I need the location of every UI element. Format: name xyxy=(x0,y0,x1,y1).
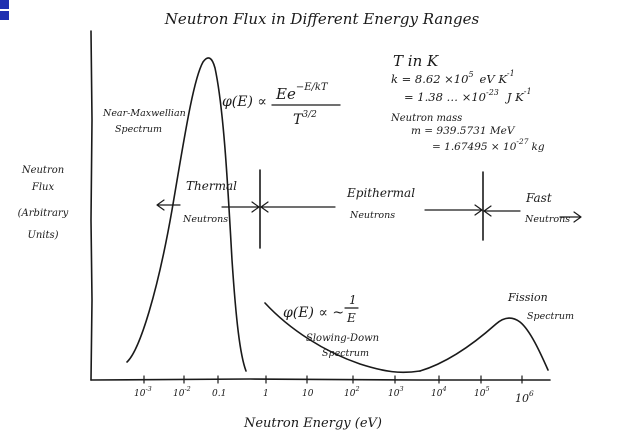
fission-spectrum-label: Spectrum xyxy=(527,311,574,322)
tick-label: 10 xyxy=(302,389,314,399)
formula-numerator: 1 xyxy=(349,293,357,307)
y-axis-label-line: Flux xyxy=(31,182,55,193)
formula-numerator: Ee−E/kT xyxy=(275,82,329,103)
maxwellian-curve xyxy=(126,57,247,372)
y-axis-label: Neutron Flux (Arbitrary Units) xyxy=(18,165,69,241)
formula-denominator: E xyxy=(346,311,356,325)
slowing-down-curve xyxy=(264,302,421,374)
neutron-mass-kg: = 1.67495 × 10-27 kg xyxy=(432,137,545,153)
fast-neutrons-label: Neutrons xyxy=(524,214,570,225)
x-axis-label: Neutron Energy (eV) xyxy=(243,416,382,431)
boltzmann-ev: k = 8.62 ×105 eV K-1 xyxy=(391,69,515,86)
slowing-down-label-line2: Spectrum xyxy=(322,348,369,359)
epithermal-label: Epithermal xyxy=(346,186,415,200)
x-axis xyxy=(90,378,551,381)
tick-label: 0.1 xyxy=(212,389,226,399)
tick-label: 10-2 xyxy=(173,385,191,399)
neutron-mass-label: Neutron mass xyxy=(390,113,462,124)
maxwellian-label: Near-Maxwellian xyxy=(102,108,186,119)
y-axis xyxy=(90,30,93,381)
tick-label: 105 xyxy=(474,385,490,399)
tick-label: 106 xyxy=(515,389,534,405)
y-axis-label-line: Units) xyxy=(27,230,58,241)
formula-denominator: T3/2 xyxy=(293,110,317,128)
formula-lhs: φ(E) ∝ ~ xyxy=(283,305,344,321)
slowing-down-formula: φ(E) ∝ ~ 1 E xyxy=(283,293,359,325)
boltzmann-joule: = 1.38 … ×10-23 J K-1 xyxy=(404,87,532,104)
tick-label: 10-3 xyxy=(134,385,152,399)
x-tick-labels: 10-3 10-2 0.1 1 10 102 103 104 105 106 xyxy=(134,385,534,405)
y-axis-label-line: (Arbitrary xyxy=(18,208,69,219)
neutron-mass-mev: m = 939.5731 MeV xyxy=(411,125,516,137)
temperature-units: T in K xyxy=(393,52,439,70)
thermal-neutrons-label: Neutrons xyxy=(182,214,228,225)
tick-label: 103 xyxy=(388,385,404,399)
thermal-label: Thermal xyxy=(186,179,237,193)
maxwellian-label-line2: Spectrum xyxy=(115,124,162,135)
formula-lhs: φ(E) ∝ xyxy=(222,94,267,110)
diagram-title: Neutron Flux in Different Energy Ranges xyxy=(164,10,480,28)
fission-label: Fission xyxy=(507,291,548,304)
y-axis-label-line: Neutron xyxy=(21,165,64,176)
constants-block: T in K k = 8.62 ×105 eV K-1 = 1.38 … ×10-… xyxy=(390,52,545,153)
slowing-down-label: Slowing-Down xyxy=(306,333,379,344)
region-arrows xyxy=(156,199,582,223)
tick-label: 102 xyxy=(344,385,360,399)
fast-label: Fast xyxy=(525,191,552,205)
tick-label: 1 xyxy=(263,389,269,399)
tick-label: 104 xyxy=(431,385,447,399)
epithermal-neutrons-label: Neutrons xyxy=(349,210,395,221)
corner-mark xyxy=(0,0,9,20)
maxwellian-formula: φ(E) ∝ Ee−E/kT T3/2 xyxy=(222,82,341,128)
x-tick-marks xyxy=(143,375,523,384)
fission-curve xyxy=(419,317,549,372)
